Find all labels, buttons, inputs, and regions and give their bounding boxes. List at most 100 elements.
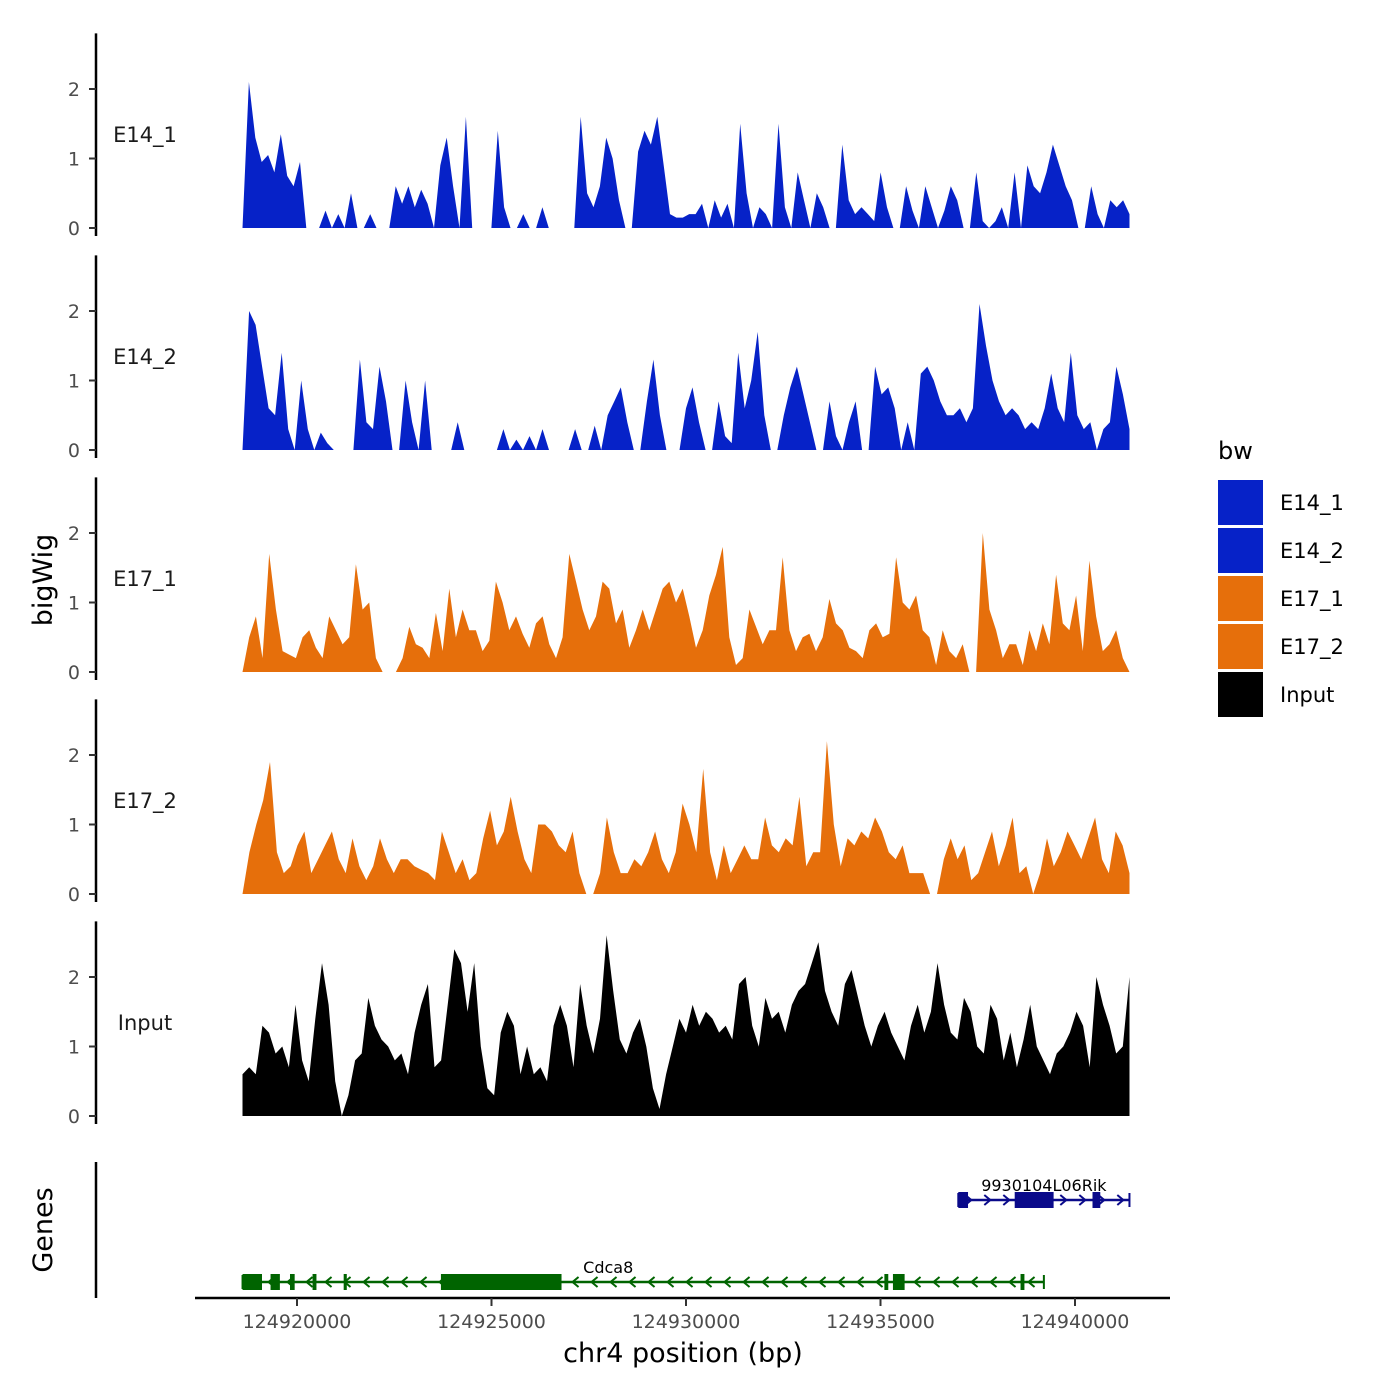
strand-arrow xyxy=(722,1276,732,1288)
y-tick-label: 0 xyxy=(68,440,80,462)
strand-arrow xyxy=(912,1276,922,1288)
track-E17_1: 0 1 2 E17_1 xyxy=(68,477,1130,684)
y-tick-label: 2 xyxy=(68,79,80,101)
strand-arrow xyxy=(304,1276,314,1288)
strand-arrow xyxy=(323,1276,333,1288)
x-tick-label: 124930000 xyxy=(632,1311,741,1333)
y-tick-label: 0 xyxy=(68,1106,80,1128)
genes-panel: Genes 9930104L06Rik Cdca8 xyxy=(28,1162,1131,1298)
strand-arrow xyxy=(608,1276,618,1288)
strand-arrow xyxy=(1078,1194,1087,1206)
gene-exon xyxy=(289,1274,295,1290)
gene-exon xyxy=(343,1274,347,1290)
signal-area-E14_1 xyxy=(242,82,1130,228)
x-axis-ticks: 124920000 124925000 124930000 124935000 1249… xyxy=(243,1298,1130,1333)
gene-exon xyxy=(242,1274,262,1290)
strand-arrow xyxy=(627,1276,637,1288)
strand-arrow xyxy=(817,1276,827,1288)
legend-label: Input xyxy=(1280,683,1334,707)
track-E14_2: 0 1 2 E14_2 xyxy=(68,255,1130,462)
gene-exon xyxy=(1020,1274,1025,1290)
gene-9930104L06Rik: 9930104L06Rik xyxy=(957,1176,1131,1208)
legend-item-E17_2: E17_2 xyxy=(1218,624,1344,669)
track-label: E14_2 xyxy=(113,345,177,370)
x-tick-label: 124935000 xyxy=(826,1311,935,1333)
strand-arrow xyxy=(874,1276,884,1288)
strand-arrow xyxy=(646,1276,656,1288)
strand-arrow xyxy=(665,1276,675,1288)
signal-area-Input xyxy=(242,935,1130,1116)
strand-arrow xyxy=(779,1276,789,1288)
legend-label: E14_1 xyxy=(1280,491,1344,516)
gene-exon xyxy=(1014,1192,1054,1208)
y-tick-label: 1 xyxy=(68,149,80,171)
strand-arrow xyxy=(931,1276,941,1288)
gene-exon xyxy=(892,1274,905,1290)
legend-swatch xyxy=(1218,480,1263,525)
strand-arrow xyxy=(684,1276,694,1288)
track-label: E14_1 xyxy=(113,123,177,148)
strand-arrow xyxy=(589,1276,599,1288)
track-label: E17_1 xyxy=(113,567,177,592)
genes-axis-title: Genes xyxy=(28,1187,59,1272)
legend-item-Input: Input xyxy=(1218,672,1334,717)
y-tick-label: 0 xyxy=(68,218,80,240)
y-tick-label: 2 xyxy=(68,301,80,323)
x-axis-title: chr4 position (bp) xyxy=(563,1338,803,1369)
x-axis: 124920000 124925000 124930000 124935000 1249… xyxy=(195,1296,1170,1369)
y-axis-title: bigWig xyxy=(28,534,59,627)
legend-swatch xyxy=(1218,624,1263,669)
signal-area-E17_1 xyxy=(242,533,1130,672)
y-tick-label: 1 xyxy=(68,593,80,615)
strand-arrow xyxy=(361,1276,371,1288)
y-tick-label: 0 xyxy=(68,884,80,906)
strand-arrow xyxy=(741,1276,751,1288)
legend-swatch xyxy=(1218,672,1263,717)
y-tick-label: 1 xyxy=(68,1037,80,1059)
track-E17_2: 0 1 2 E17_2 xyxy=(68,699,1130,906)
y-tick-label: 2 xyxy=(68,745,80,767)
legend-label: E17_1 xyxy=(1280,587,1344,612)
track-Input: 0 1 2 Input xyxy=(68,921,1130,1128)
strand-arrow xyxy=(1059,1194,1068,1206)
legend-title: bw xyxy=(1218,437,1253,465)
legend-item-E14_2: E14_2 xyxy=(1218,528,1344,573)
strand-arrow xyxy=(1002,1194,1011,1206)
track-label: Input xyxy=(118,1011,172,1035)
gene-exon xyxy=(270,1274,280,1290)
legend-label: E17_2 xyxy=(1280,635,1344,660)
strand-arrow xyxy=(836,1276,846,1288)
y-tick-label: 1 xyxy=(68,815,80,837)
legend-items: E14_1 E14_2 E17_1 E17_2 Input xyxy=(1218,480,1344,717)
gene-exon xyxy=(884,1274,889,1290)
gene-Cdca8: Cdca8 xyxy=(241,1258,1045,1290)
x-tick-label: 124940000 xyxy=(1021,1311,1130,1333)
signal-area-E14_2 xyxy=(242,304,1130,450)
strand-arrow xyxy=(1026,1276,1036,1288)
strand-arrow xyxy=(855,1276,865,1288)
legend-swatch xyxy=(1218,576,1263,621)
track-E14_1: 0 1 2 E14_1 xyxy=(68,33,1130,240)
gene-exon xyxy=(958,1192,969,1208)
legend: bw E14_1 E14_2 E17_1 E17_2 Input xyxy=(1218,437,1344,717)
strand-arrow xyxy=(1007,1276,1017,1288)
strand-arrow xyxy=(950,1276,960,1288)
strand-arrow xyxy=(703,1276,713,1288)
legend-label: E14_2 xyxy=(1280,539,1344,564)
y-tick-label: 2 xyxy=(68,523,80,545)
gene-name-label: 9930104L06Rik xyxy=(981,1176,1107,1195)
y-tick-label: 2 xyxy=(68,967,80,989)
gene-exon xyxy=(312,1274,317,1290)
bigwig-tracks: 0 1 2 E14_1 0 1 2 E14_2 0 1 2 E17_1 0 1 2 E17_2 0 1 2 Input xyxy=(68,33,1130,1128)
strand-arrow xyxy=(798,1276,808,1288)
legend-swatch xyxy=(1218,528,1263,573)
signal-area-E17_2 xyxy=(242,741,1130,894)
strand-arrow xyxy=(380,1276,390,1288)
track-label: E17_2 xyxy=(113,789,177,814)
gene-name-label: Cdca8 xyxy=(583,1258,633,1277)
strand-arrow xyxy=(1097,1194,1106,1206)
gene-exon xyxy=(1092,1192,1101,1208)
x-tick-label: 124920000 xyxy=(243,1311,352,1333)
y-tick-label: 0 xyxy=(68,662,80,684)
